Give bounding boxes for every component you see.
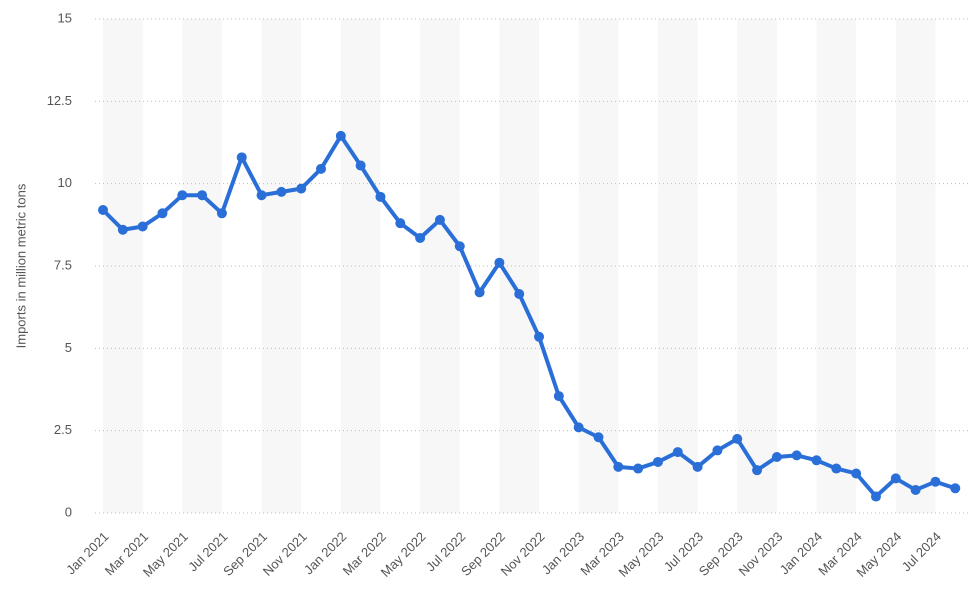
point	[613, 461, 624, 472]
point	[771, 452, 782, 463]
x-tick-label: Jul 2024	[899, 529, 944, 574]
y-tick-label: 12.5	[47, 93, 72, 108]
point	[177, 190, 188, 201]
point	[415, 233, 426, 244]
point	[296, 183, 307, 194]
point	[831, 463, 842, 474]
point	[732, 433, 743, 444]
point	[355, 160, 366, 171]
point	[216, 208, 227, 219]
point	[672, 447, 683, 458]
point	[692, 461, 703, 472]
point	[375, 191, 386, 202]
y-tick-label: 5	[65, 340, 72, 355]
point	[593, 432, 604, 443]
point	[434, 214, 445, 225]
point	[395, 218, 406, 229]
y-tick-label: 0	[65, 504, 72, 519]
point	[811, 455, 822, 466]
point	[752, 465, 763, 476]
y-axis-label: Imports in million metric tons	[13, 183, 28, 348]
y-tick-label: 10	[58, 175, 72, 190]
point	[197, 190, 208, 201]
column-band	[657, 19, 698, 513]
point	[474, 287, 485, 298]
point	[157, 208, 168, 219]
point	[851, 468, 862, 479]
point	[652, 456, 663, 467]
point	[335, 130, 346, 141]
x-tick-label: Nov 2023	[735, 529, 785, 579]
point	[236, 152, 247, 163]
point	[890, 473, 901, 484]
column-band	[261, 19, 302, 513]
point	[633, 463, 644, 474]
x-tick-label: Nov 2022	[498, 529, 548, 579]
point	[256, 190, 267, 201]
y-tick-label: 15	[58, 10, 72, 25]
point	[870, 491, 881, 502]
point	[316, 163, 327, 174]
point	[930, 476, 941, 487]
point	[494, 257, 505, 268]
point	[454, 241, 465, 252]
x-tick-label: Nov 2021	[260, 529, 310, 579]
point	[534, 331, 545, 342]
y-tick-label: 2.5	[54, 422, 72, 437]
point	[791, 450, 802, 461]
point	[712, 445, 723, 456]
point	[98, 205, 108, 216]
column-band	[340, 19, 381, 513]
point	[117, 224, 128, 235]
column-band	[103, 19, 143, 513]
column-band	[816, 19, 857, 513]
point	[910, 484, 921, 495]
point	[276, 186, 287, 197]
y-tick-label: 7.5	[54, 257, 72, 272]
point	[137, 221, 148, 232]
point	[514, 288, 525, 299]
point	[950, 483, 961, 494]
point	[573, 422, 584, 433]
point	[553, 391, 564, 402]
